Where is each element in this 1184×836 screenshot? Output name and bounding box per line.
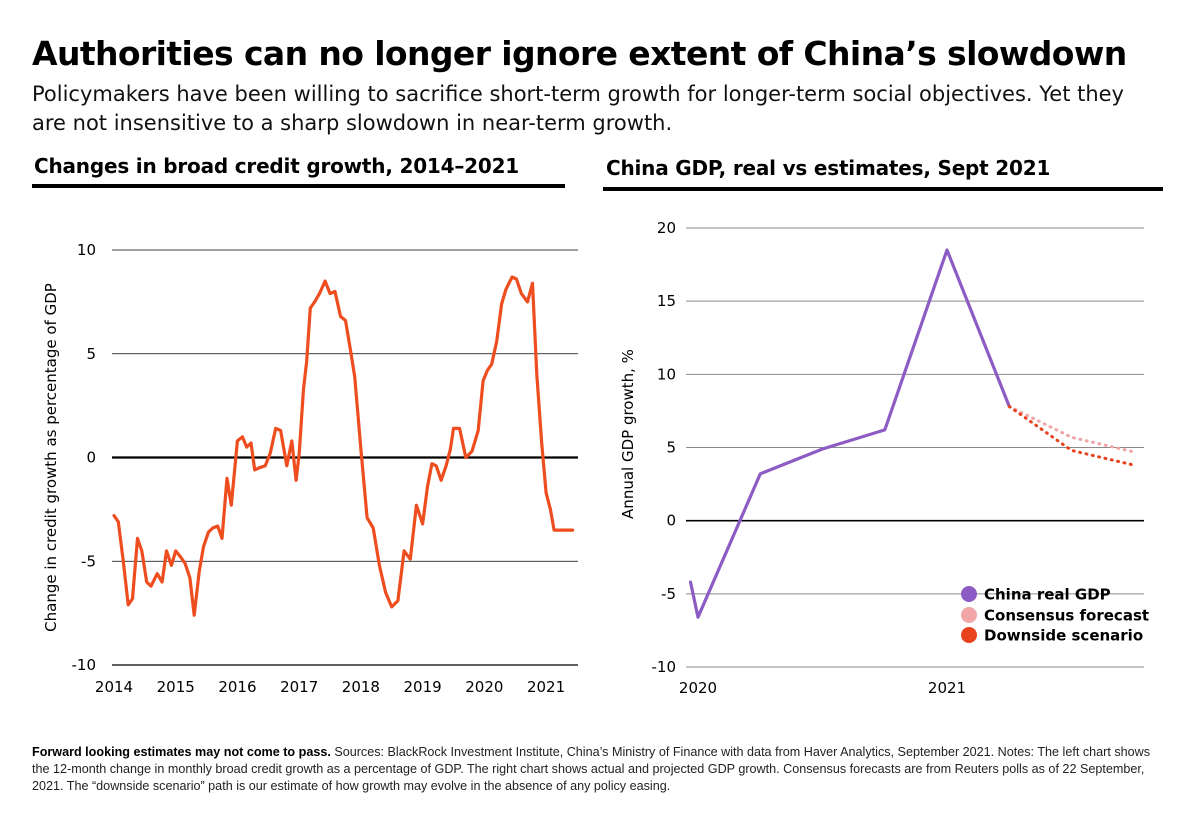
right-ytick-label: 5 [666, 439, 676, 457]
right-xtick-label: 2021 [928, 679, 966, 697]
page-subtitle: Policymakers have been willing to sacrif… [32, 82, 1124, 135]
legend-label-china-real-gdp: China real GDP [984, 586, 1111, 604]
legend-label-consensus-forecast: Consensus forecast [984, 607, 1149, 625]
right-ytick-label: 10 [657, 365, 676, 383]
footer-lead: Forward looking estimates may not come t… [32, 745, 331, 759]
credit-growth-line [112, 275, 575, 617]
left-ytick-label: 5 [86, 345, 96, 363]
left-title-rule [32, 184, 565, 188]
right-ytick-label: 20 [657, 219, 676, 237]
right-ytick-label: -10 [652, 658, 677, 676]
page-title: Authorities can no longer ignore extent … [32, 34, 1127, 73]
legend-marker-china-real-gdp [961, 586, 977, 602]
left-xtick-label: 2019 [404, 678, 442, 696]
left-ytick-label: 10 [77, 241, 96, 259]
right-title-rule [603, 187, 1163, 191]
footer-text: Sources: BlackRock Investment Institute,… [32, 745, 1151, 793]
left-xtick-label: 2016 [218, 678, 256, 696]
left-ytick-label: 0 [86, 449, 96, 467]
legend-marker-consensus-forecast [961, 607, 977, 623]
left-xtick-label: 2014 [95, 678, 133, 696]
right-xtick-label: 2020 [679, 679, 717, 697]
downside-scenario-line [1007, 405, 1136, 467]
left-xtick-label: 2021 [527, 678, 565, 696]
left-ytick-label: -5 [81, 552, 96, 570]
footer-notes: Forward looking estimates may not come t… [32, 744, 1162, 795]
right-ytick-label: 0 [666, 512, 676, 530]
right-ytick-label: 15 [657, 292, 676, 310]
left-xtick-label: 2020 [465, 678, 503, 696]
consensus-forecast-line [1007, 405, 1136, 454]
left-xtick-label: 2015 [157, 678, 195, 696]
right-chart-title: China GDP, real vs estimates, Sept 2021 [606, 156, 1051, 180]
left-y-axis-title: Change in credit growth as percentage of… [42, 283, 60, 632]
legend-label-downside-scenario: Downside scenario [984, 627, 1143, 645]
legend-marker-downside-scenario [961, 627, 977, 643]
right-ytick-label: -5 [661, 585, 676, 603]
left-ytick-label: -10 [72, 656, 97, 674]
left-xtick-label: 2018 [342, 678, 380, 696]
china-real-gdp-line [688, 248, 1011, 619]
right-y-axis-title: Annual GDP growth, % [619, 349, 637, 519]
left-xtick-label: 2017 [280, 678, 318, 696]
left-chart-title: Changes in broad credit growth, 2014–202… [34, 154, 520, 178]
